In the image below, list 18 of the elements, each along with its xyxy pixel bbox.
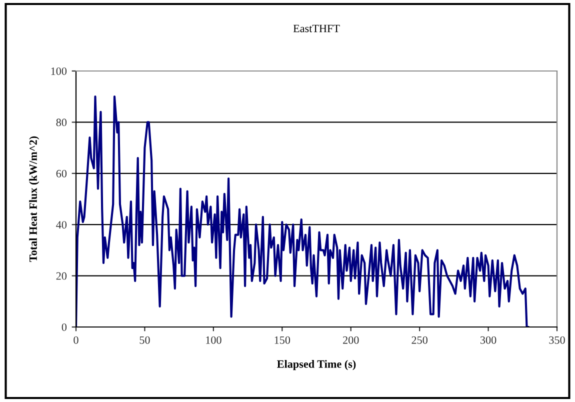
x-axis-title: Elapsed Time (s)	[277, 360, 356, 370]
y-axis-title: Total Heat Flux (kW/m^2)	[29, 136, 40, 262]
y-tick-label: 100	[51, 67, 67, 75]
y-tick-label: 80	[56, 118, 67, 126]
chart-title: EastTHFT	[293, 24, 340, 32]
x-tick-label: 100	[206, 336, 222, 344]
x-tick-label: 150	[274, 336, 290, 344]
y-tick-label: 60	[56, 170, 67, 178]
x-tick-label: 50	[140, 336, 150, 344]
y-tick-label: 0	[62, 323, 67, 331]
y-tick-label: 20	[56, 272, 67, 280]
x-tick-label: 200	[343, 336, 359, 344]
x-tick-label: 350	[549, 336, 565, 344]
x-tick-label: 250	[412, 336, 428, 344]
line-series	[76, 96, 530, 327]
x-tick-label: 0	[74, 336, 78, 344]
x-tick-label: 300	[480, 336, 496, 344]
y-tick-label: 40	[56, 221, 67, 229]
